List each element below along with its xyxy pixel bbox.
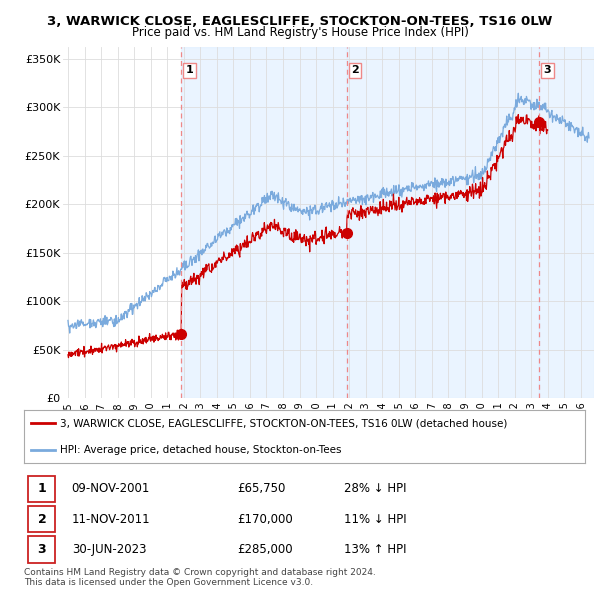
- Bar: [347, 47, 539, 398]
- Text: 09-NOV-2001: 09-NOV-2001: [71, 483, 150, 496]
- FancyBboxPatch shape: [28, 536, 55, 563]
- Text: £65,750: £65,750: [237, 483, 286, 496]
- Text: 28% ↓ HPI: 28% ↓ HPI: [344, 483, 406, 496]
- Text: 13% ↑ HPI: 13% ↑ HPI: [344, 543, 406, 556]
- Text: £285,000: £285,000: [237, 543, 293, 556]
- Text: 3: 3: [38, 543, 46, 556]
- Text: 11-NOV-2011: 11-NOV-2011: [71, 513, 151, 526]
- Text: 1: 1: [38, 483, 46, 496]
- Text: HPI: Average price, detached house, Stockton-on-Tees: HPI: Average price, detached house, Stoc…: [61, 445, 342, 455]
- FancyBboxPatch shape: [28, 476, 55, 502]
- Text: Contains HM Land Registry data © Crown copyright and database right 2024.
This d: Contains HM Land Registry data © Crown c…: [24, 568, 376, 587]
- Text: 11% ↓ HPI: 11% ↓ HPI: [344, 513, 406, 526]
- Bar: [539, 47, 594, 398]
- Text: 1: 1: [185, 65, 193, 76]
- FancyBboxPatch shape: [28, 506, 55, 532]
- Text: 30-JUN-2023: 30-JUN-2023: [71, 543, 146, 556]
- Text: 3, WARWICK CLOSE, EAGLESCLIFFE, STOCKTON-ON-TEES, TS16 0LW (detached house): 3, WARWICK CLOSE, EAGLESCLIFFE, STOCKTON…: [61, 418, 508, 428]
- Text: £170,000: £170,000: [237, 513, 293, 526]
- Text: 2: 2: [38, 513, 46, 526]
- Text: 3: 3: [544, 65, 551, 76]
- Bar: [181, 47, 347, 398]
- Text: 3, WARWICK CLOSE, EAGLESCLIFFE, STOCKTON-ON-TEES, TS16 0LW: 3, WARWICK CLOSE, EAGLESCLIFFE, STOCKTON…: [47, 15, 553, 28]
- Text: Price paid vs. HM Land Registry's House Price Index (HPI): Price paid vs. HM Land Registry's House …: [131, 26, 469, 39]
- Text: 2: 2: [351, 65, 359, 76]
